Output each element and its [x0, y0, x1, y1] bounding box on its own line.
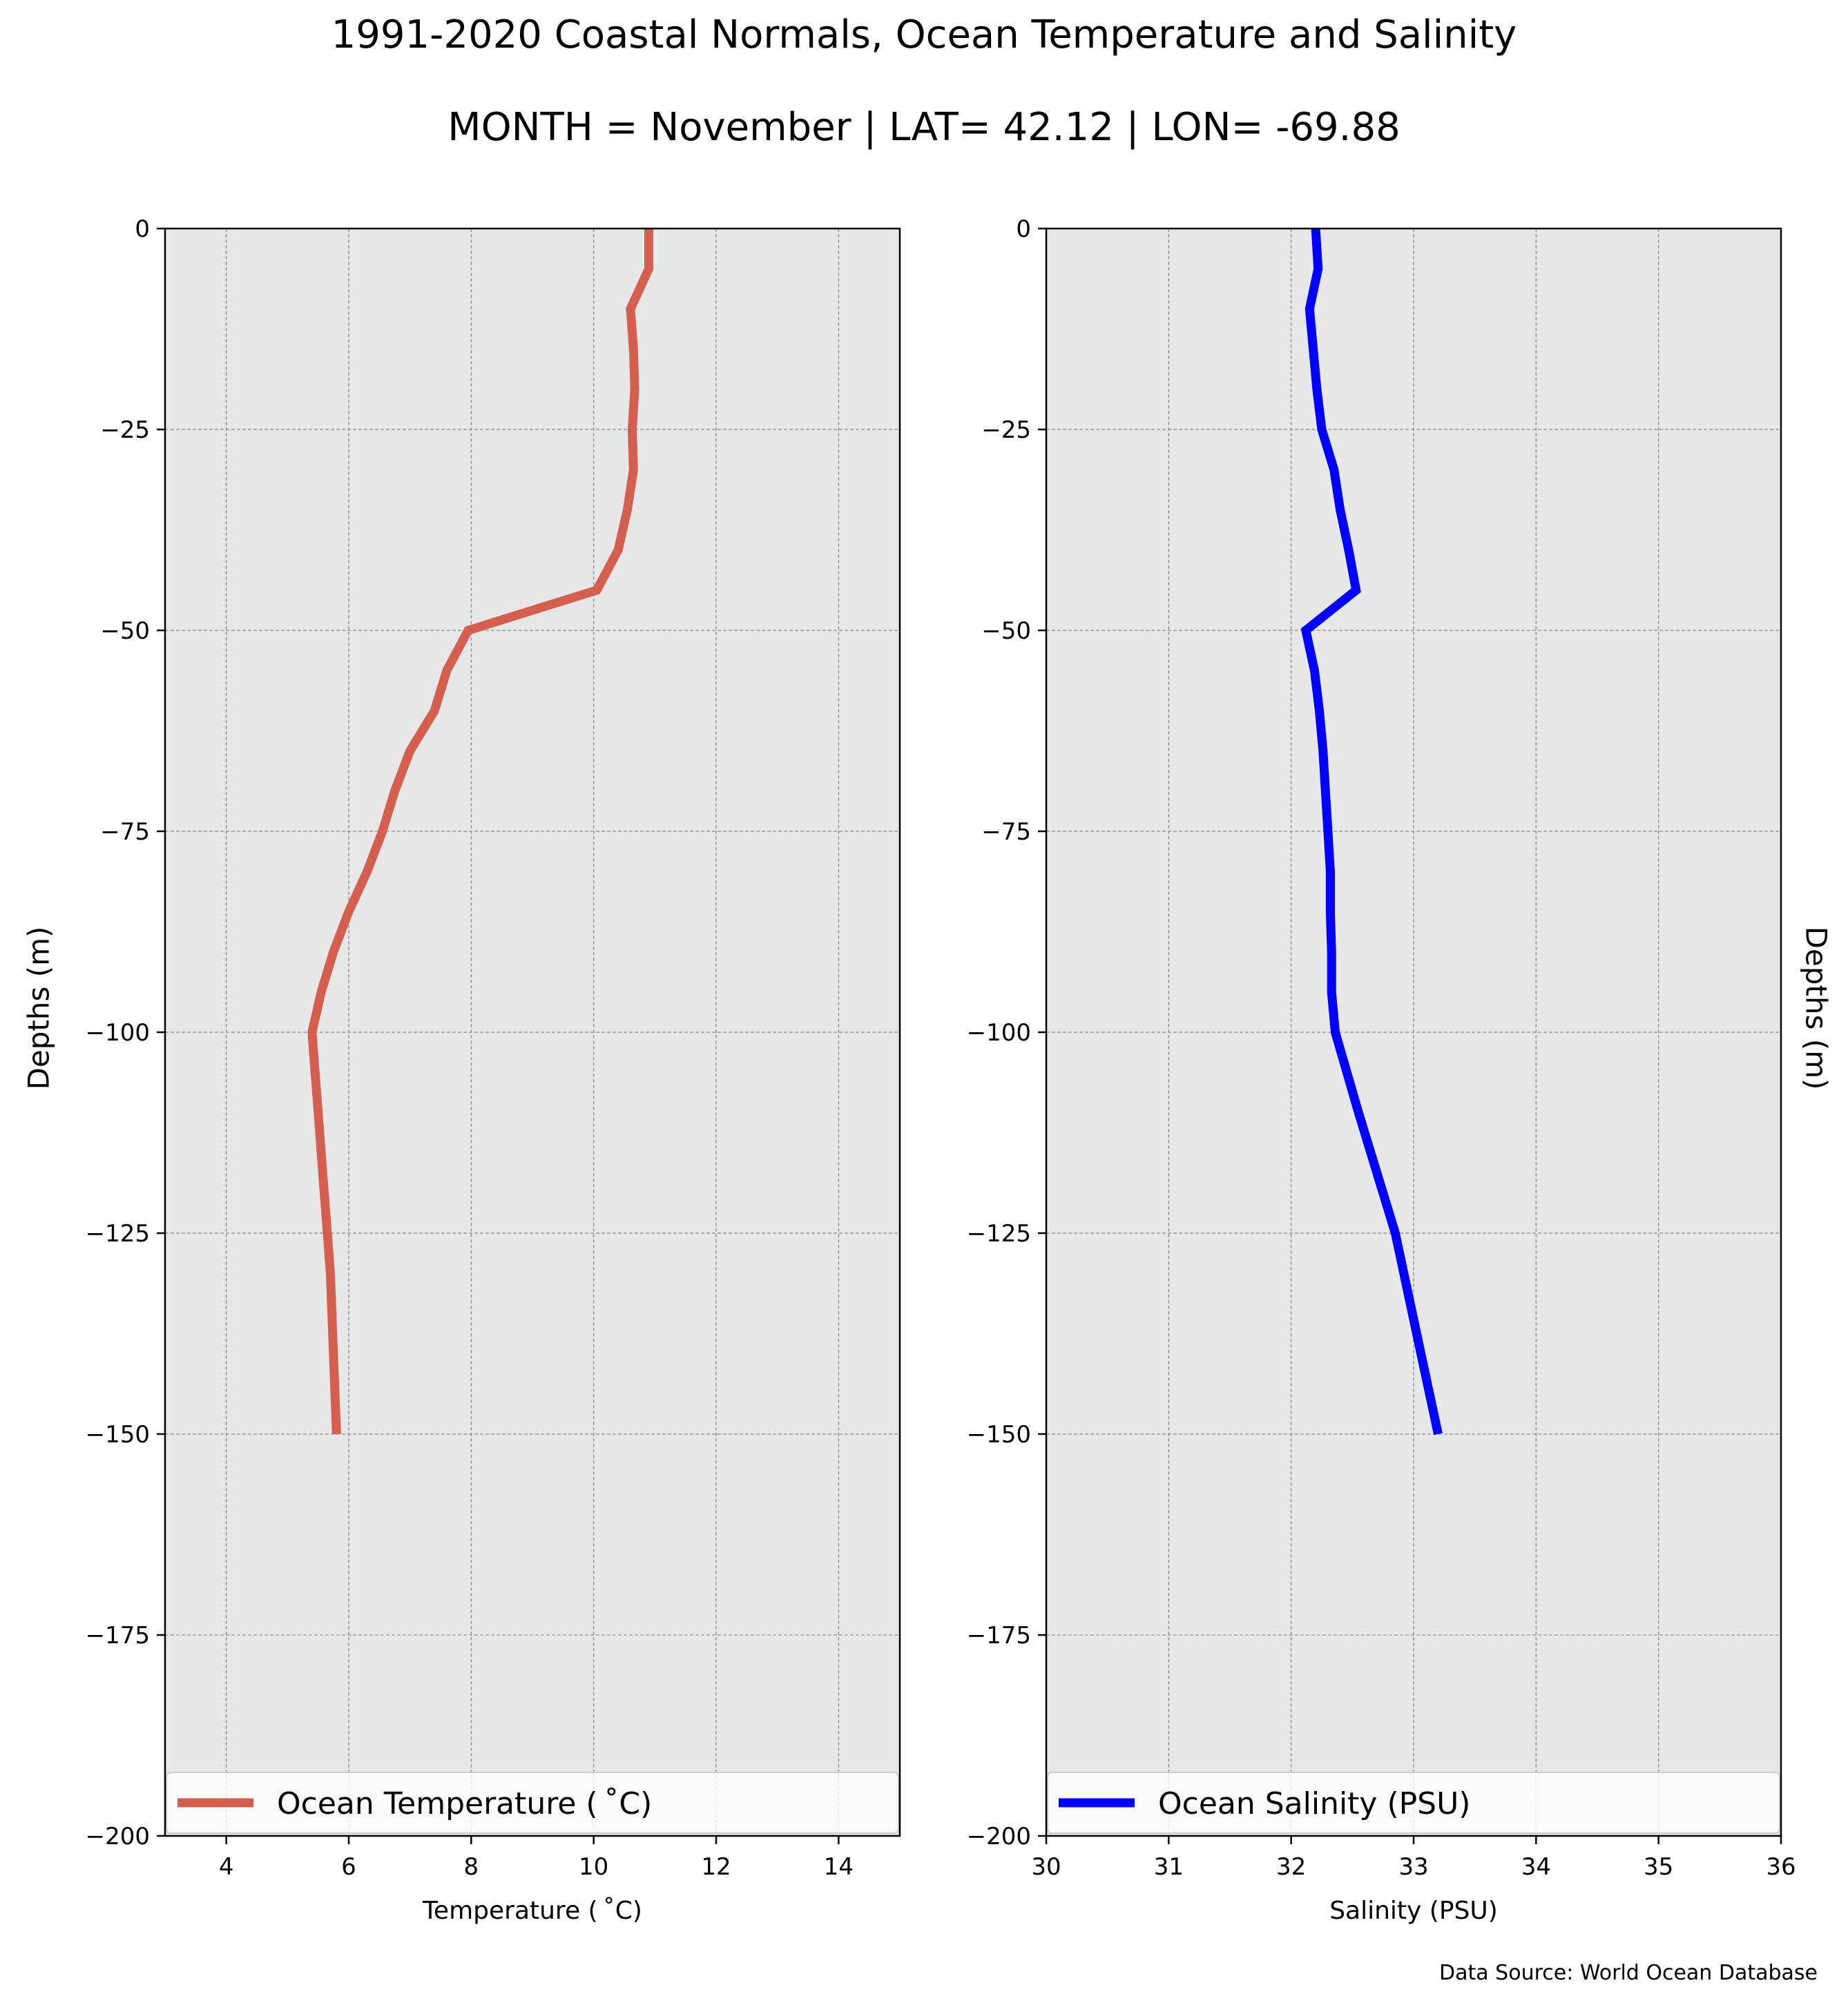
salinity-y-tick-label: −25 — [981, 416, 1031, 444]
salinity-y-tick-label: −150 — [967, 1421, 1031, 1449]
salinity-y-tick-label: −175 — [967, 1622, 1031, 1649]
salinity-y-tick-label: −200 — [967, 1823, 1031, 1850]
salinity-y-tick-label: −50 — [981, 617, 1031, 645]
temperature-x-axis-title: Temperature ( ˚C) — [422, 1897, 642, 1925]
salinity-x-tick-label: 30 — [1031, 1853, 1061, 1881]
salinity-panel: Ocean Salinity (PSU) 0 −25 −50 −75 −100 −125 −1… — [967, 215, 1796, 1925]
temperature-y-tick-label: −150 — [86, 1421, 150, 1449]
salinity-x-tick-label: 36 — [1766, 1853, 1796, 1881]
temperature-legend-box — [166, 1772, 899, 1834]
temperature-y-tick-label: −25 — [100, 416, 150, 444]
salinity-legend-box — [1047, 1772, 1780, 1834]
salinity-y-tick-label: −125 — [967, 1220, 1031, 1248]
temperature-y-tick-label: −50 — [100, 617, 150, 645]
temperature-x-tick-label: 14 — [824, 1853, 854, 1881]
salinity-x-tick-label: 31 — [1154, 1853, 1184, 1881]
temperature-legend-label: Ocean Temperature ( ˚C) — [277, 1786, 652, 1821]
temperature-x-tick-label: 8 — [464, 1853, 479, 1881]
temperature-panel: Ocean Temperature ( ˚C) 0 −25 −50 −75 −100 −12… — [86, 215, 901, 1925]
salinity-x-tick-label: 33 — [1398, 1853, 1428, 1881]
salinity-x-tick-label: 32 — [1276, 1853, 1306, 1881]
salinity-x-axis-title: Salinity (PSU) — [1329, 1897, 1498, 1925]
salinity-series-line — [1300, 228, 1443, 1435]
salinity-legend-label: Ocean Salinity (PSU) — [1158, 1786, 1470, 1821]
temperature-y-tick-label: 0 — [135, 215, 150, 243]
temperature-y-tick-label: −125 — [86, 1220, 150, 1248]
salinity-legend: Ocean Salinity (PSU) — [1047, 1772, 1780, 1834]
temperature-y-tick-label: −200 — [86, 1823, 150, 1850]
data-source-note: Data Source: World Ocean Database — [1439, 1961, 1818, 1985]
temperature-legend: Ocean Temperature ( ˚C) — [166, 1772, 899, 1834]
temperature-x-tick-label: 6 — [341, 1853, 356, 1881]
salinity-x-tick-label: 34 — [1521, 1853, 1551, 1881]
temperature-y-tick-label: −100 — [86, 1019, 150, 1047]
temperature-x-tick-label: 12 — [701, 1853, 731, 1881]
chart-title: 1991-2020 Coastal Normals, Ocean Tempera… — [331, 12, 1517, 57]
salinity-y-tick-label: −100 — [967, 1019, 1031, 1047]
salinity-y-tick-label: 0 — [1016, 215, 1031, 243]
temperature-series-line — [307, 229, 653, 1435]
salinity-x-tick-label: 35 — [1644, 1853, 1673, 1881]
salinity-y-tick-label: −75 — [981, 818, 1031, 846]
chart-subtitle: MONTH = November | LAT= 42.12 | LON= -69… — [447, 105, 1401, 150]
temperature-y-tick-label: −175 — [86, 1622, 150, 1649]
temperature-y-tick-label: −75 — [100, 818, 150, 846]
temperature-x-tick-label: 4 — [219, 1853, 234, 1881]
temperature-x-tick-label: 10 — [579, 1853, 608, 1881]
